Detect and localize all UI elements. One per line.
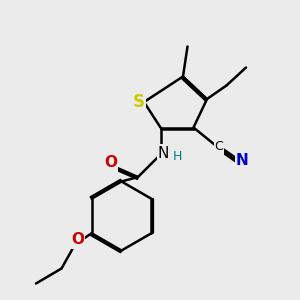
Text: S: S — [133, 93, 145, 111]
Text: O: O — [104, 155, 117, 170]
Text: N: N — [158, 146, 169, 160]
Text: H: H — [173, 150, 183, 164]
Text: C: C — [214, 140, 224, 154]
Text: N: N — [236, 153, 249, 168]
Text: O: O — [71, 232, 84, 247]
